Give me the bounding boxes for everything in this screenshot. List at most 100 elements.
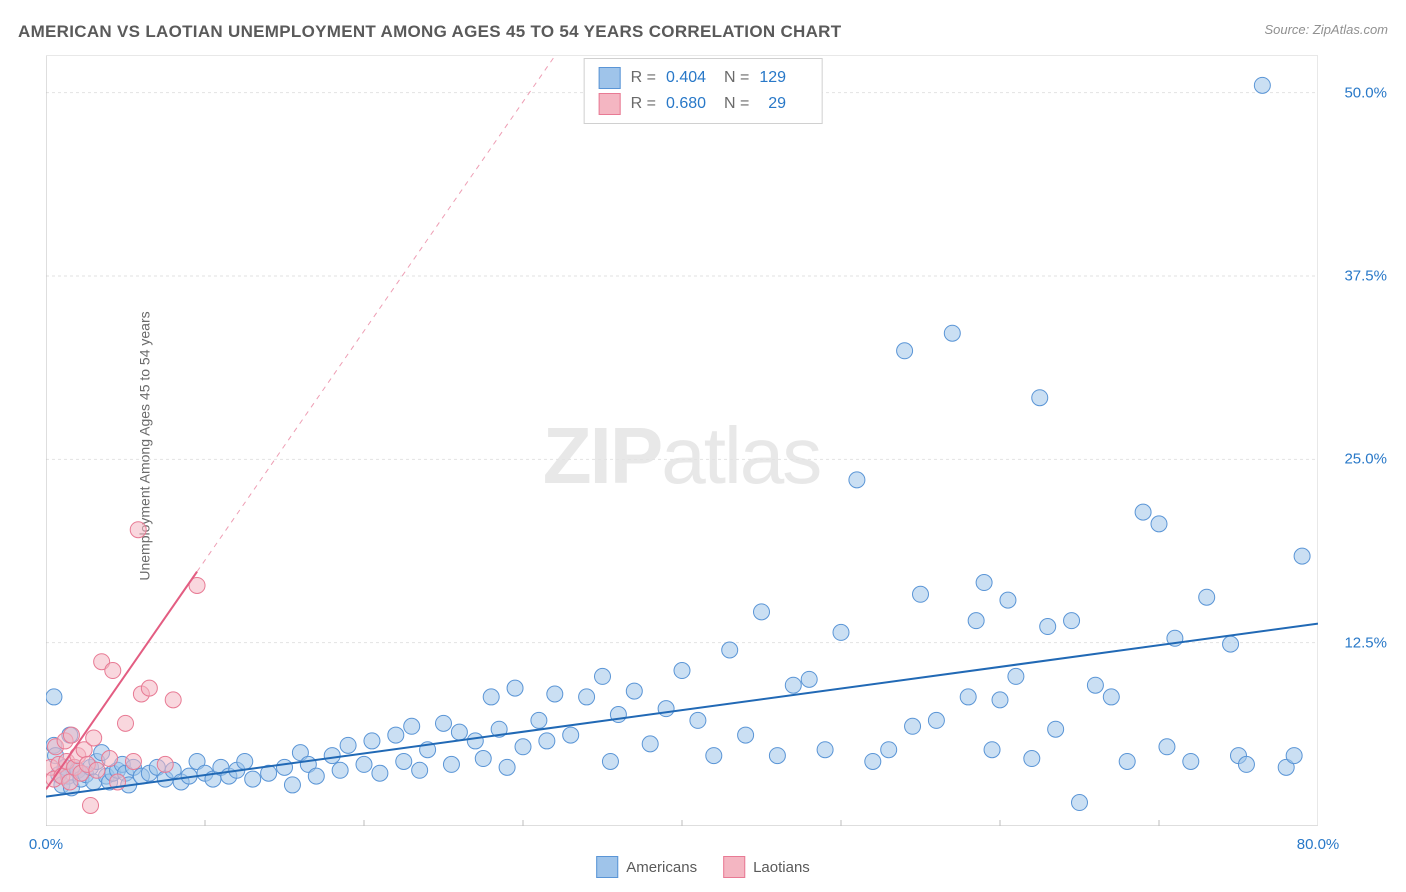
scatter-chart: [46, 56, 1318, 826]
data-point: [968, 613, 984, 629]
data-point: [658, 701, 674, 717]
y-tick-label: 37.5%: [1344, 268, 1387, 285]
data-point: [1064, 613, 1080, 629]
n-value: 29: [759, 95, 807, 113]
stats-row: R =0.680N = 29: [599, 91, 808, 117]
data-point: [984, 742, 1000, 758]
data-point: [507, 680, 523, 696]
data-point: [1000, 592, 1016, 608]
data-point: [905, 718, 921, 734]
legend-item: Americans: [596, 856, 697, 878]
r-label: R =: [631, 95, 656, 113]
data-point: [817, 742, 833, 758]
data-point: [404, 718, 420, 734]
series-swatch: [596, 856, 618, 878]
data-point: [539, 733, 555, 749]
data-point: [849, 472, 865, 488]
data-point: [801, 671, 817, 687]
legend-item: Laotians: [723, 856, 810, 878]
data-point: [1286, 748, 1302, 764]
data-point: [1048, 721, 1064, 737]
r-label: R =: [631, 69, 656, 87]
r-value: 0.680: [666, 95, 714, 113]
data-point: [944, 325, 960, 341]
data-point: [1159, 739, 1175, 755]
data-point: [833, 624, 849, 640]
data-point: [1135, 504, 1151, 520]
data-point: [769, 748, 785, 764]
data-point: [105, 663, 121, 679]
data-point: [340, 737, 356, 753]
data-point: [141, 680, 157, 696]
data-point: [372, 765, 388, 781]
data-point: [157, 756, 173, 772]
data-point: [1183, 753, 1199, 769]
data-point: [396, 753, 412, 769]
source-label: Source: ZipAtlas.com: [1264, 22, 1388, 37]
data-point: [626, 683, 642, 699]
data-point: [388, 727, 404, 743]
data-point: [1254, 77, 1270, 93]
data-point: [483, 689, 499, 705]
y-tick-label: 25.0%: [1344, 451, 1387, 468]
stats-legend: R =0.404N =129R =0.680N = 29: [584, 58, 823, 124]
data-point: [738, 727, 754, 743]
r-value: 0.404: [666, 69, 714, 87]
series-swatch: [599, 67, 621, 89]
data-point: [1199, 589, 1215, 605]
n-value: 129: [759, 69, 807, 87]
data-point: [754, 604, 770, 620]
data-point: [1119, 753, 1135, 769]
data-point: [1238, 756, 1254, 772]
data-point: [412, 762, 428, 778]
data-point: [1032, 390, 1048, 406]
legend-label: Laotians: [753, 859, 810, 876]
data-point: [284, 777, 300, 793]
stats-row: R = 0.404 N = 129: [599, 65, 808, 91]
data-point: [531, 712, 547, 728]
data-point: [785, 677, 801, 693]
x-tick-label: 80.0%: [1297, 836, 1340, 853]
data-point: [332, 762, 348, 778]
data-point: [992, 692, 1008, 708]
data-point: [674, 663, 690, 679]
data-point: [83, 797, 99, 813]
data-point: [89, 762, 105, 778]
plot-area: ZIPatlas 12.5%25.0%37.5%50.0% 0.0%80.0%: [46, 55, 1318, 825]
data-point: [245, 771, 261, 787]
data-point: [467, 733, 483, 749]
data-point: [356, 756, 372, 772]
data-point: [63, 727, 79, 743]
data-point: [118, 715, 134, 731]
data-point: [86, 730, 102, 746]
data-point: [475, 751, 491, 767]
data-point: [1294, 548, 1310, 564]
data-point: [976, 575, 992, 591]
data-point: [881, 742, 897, 758]
data-point: [436, 715, 452, 731]
data-point: [46, 689, 62, 705]
data-point: [642, 736, 658, 752]
data-point: [897, 343, 913, 359]
data-point: [690, 712, 706, 728]
data-point: [960, 689, 976, 705]
data-point: [1024, 751, 1040, 767]
data-point: [499, 759, 515, 775]
data-point: [595, 668, 611, 684]
legend-label: Americans: [626, 859, 697, 876]
series-swatch: [599, 93, 621, 115]
chart-title: AMERICAN VS LAOTIAN UNEMPLOYMENT AMONG A…: [18, 22, 841, 42]
data-point: [130, 522, 146, 538]
data-point: [451, 724, 467, 740]
data-point: [165, 692, 181, 708]
data-point: [515, 739, 531, 755]
data-point: [125, 753, 141, 769]
data-point: [237, 753, 253, 769]
data-point: [1103, 689, 1119, 705]
n-label: N =: [724, 69, 749, 87]
data-point: [1151, 516, 1167, 532]
data-point: [443, 756, 459, 772]
y-tick-label: 50.0%: [1344, 84, 1387, 101]
data-point: [602, 753, 618, 769]
data-point: [928, 712, 944, 728]
